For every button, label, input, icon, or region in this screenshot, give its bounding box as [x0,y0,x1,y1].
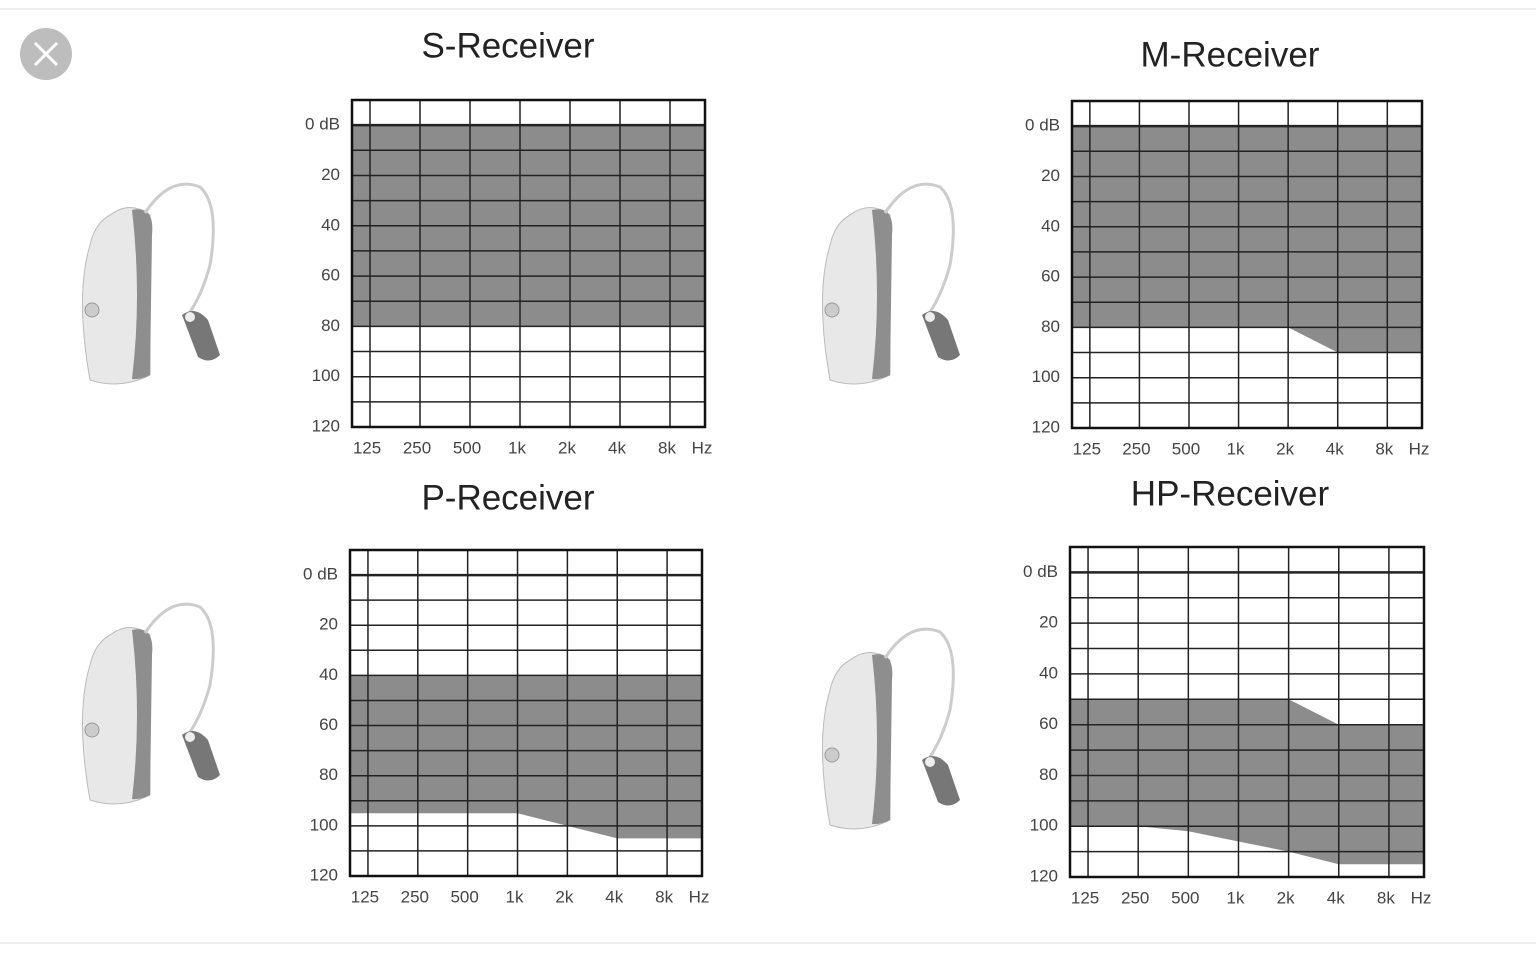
plot-frame [1070,99,1424,430]
y-tick-label: 40 [1041,216,1060,235]
y-tick-label: 100 [310,815,338,834]
y-tick-label: 120 [310,865,338,884]
x-tick-label: 125 [351,887,379,906]
x-tick-label: 4k [1326,439,1344,458]
x-tick-label: 4k [1327,888,1345,907]
x-unit-label: Hz [1411,888,1432,907]
y-tick-label: 0 dB [305,115,340,134]
x-tick-label: 125 [1073,439,1101,458]
x-unit-label: Hz [692,438,713,457]
y-tick-label: 100 [1030,816,1058,835]
plot-frame [1068,545,1426,879]
y-tick-label: 20 [1039,613,1058,632]
x-tick-label: 1k [1227,439,1245,458]
plot-frame [350,98,707,429]
plot-frame [348,548,704,878]
chart-title: M-Receiver [1141,35,1320,74]
x-tick-label: 8k [658,438,676,457]
y-tick-label: 80 [1041,317,1060,336]
x-tick-label: 500 [1172,439,1200,458]
y-tick-label: 40 [321,215,340,234]
y-tick-label: 80 [321,316,340,335]
y-tick-label: 120 [1032,417,1060,436]
fitting-range [350,675,702,839]
y-tick-label: 60 [1039,714,1058,733]
y-tick-label: 120 [1030,866,1058,885]
x-tick-label: 250 [403,438,431,457]
x-tick-label: 4k [605,887,623,906]
y-tick-label: 20 [321,165,340,184]
x-tick-label: 250 [401,887,429,906]
x-tick-label: 500 [1171,888,1199,907]
x-tick-label: 8k [655,887,673,906]
y-tick-label: 60 [1041,267,1060,286]
x-tick-label: 250 [1121,888,1149,907]
y-tick-label: 40 [1039,663,1058,682]
x-tick-label: 1k [508,438,526,457]
x-tick-label: 250 [1122,439,1150,458]
y-tick-label: 80 [1039,765,1058,784]
x-unit-label: Hz [689,887,710,906]
fitting-range [1072,126,1422,353]
y-tick-label: 0 dB [1023,562,1058,581]
x-tick-label: 2k [555,887,573,906]
x-tick-label: 8k [1375,439,1393,458]
x-tick-label: 1k [1226,888,1244,907]
y-tick-label: 80 [319,765,338,784]
y-tick-label: 60 [321,266,340,285]
x-tick-label: 500 [450,887,478,906]
y-tick-label: 120 [312,416,340,435]
x-tick-label: 2k [1276,439,1294,458]
y-tick-label: 20 [319,615,338,634]
x-tick-label: 500 [453,438,481,457]
x-tick-label: 125 [353,438,381,457]
fitting-range [1070,699,1424,865]
y-tick-label: 60 [319,715,338,734]
x-tick-label: 1k [506,887,524,906]
x-tick-label: 125 [1071,888,1099,907]
chart-title: P-Receiver [421,478,594,517]
x-tick-label: 2k [1277,888,1295,907]
y-tick-label: 100 [1032,367,1060,386]
close-button[interactable] [20,28,72,80]
x-unit-label: Hz [1409,439,1430,458]
y-tick-label: 100 [312,366,340,385]
chart-title: HP-Receiver [1131,474,1330,513]
y-tick-label: 0 dB [303,565,338,584]
chart-title: S-Receiver [421,26,594,65]
x-tick-label: 2k [558,438,576,457]
y-tick-label: 0 dB [1025,116,1060,135]
y-tick-label: 20 [1041,166,1060,185]
x-tick-label: 4k [608,438,626,457]
x-tick-label: 8k [1377,888,1395,907]
y-tick-label: 40 [319,665,338,684]
